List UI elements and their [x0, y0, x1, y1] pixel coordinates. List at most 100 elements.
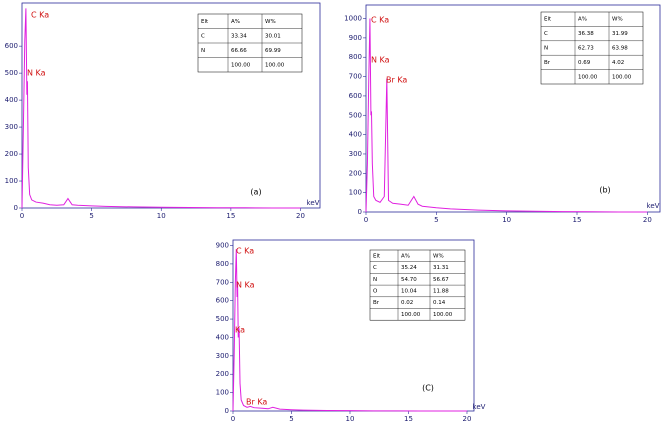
y-tick-label: 100 — [5, 177, 18, 185]
x-tick-label: 10 — [346, 415, 355, 422]
y-tick-label: 700 — [349, 73, 362, 81]
y-tick-label: 100 — [349, 189, 362, 197]
y-tick-label: 100 — [216, 389, 229, 397]
table-cell: 100.00 — [578, 74, 598, 80]
table-cell: 0.14 — [433, 300, 446, 306]
table-cell: 10.04 — [401, 288, 417, 294]
y-tick-label: 200 — [349, 169, 362, 177]
table-cell: O — [373, 288, 378, 294]
table-cell: 69.99 — [265, 48, 281, 54]
y-tick-label: 300 — [5, 123, 18, 131]
table-cell: A% — [231, 19, 240, 25]
y-tick-label: 700 — [216, 278, 229, 286]
y-tick-label: 300 — [349, 150, 362, 158]
table-cell: 11.88 — [433, 288, 449, 294]
y-tick-label: 200 — [5, 150, 18, 158]
y-tick-label: 0 — [358, 208, 362, 216]
table-cell: 63.98 — [612, 46, 628, 52]
x-axis-label: keV — [307, 199, 320, 207]
plot-frame — [21, 2, 321, 209]
table-cell: 0.02 — [401, 300, 413, 306]
table-cell: 54.70 — [401, 277, 417, 283]
table-cell: C — [373, 265, 377, 271]
y-tick-label: 200 — [216, 370, 229, 378]
table-cell: Elt — [544, 17, 552, 23]
table-cell: Br — [544, 60, 551, 66]
table-cell: N — [544, 46, 548, 52]
table-cell: 100.00 — [265, 62, 285, 68]
peak-label: C Ka — [236, 247, 254, 256]
table-cell: W% — [612, 17, 623, 23]
peak-label: C Ka — [31, 11, 49, 20]
x-tick-label: 5 — [289, 415, 293, 422]
table-cell: 62.73 — [578, 46, 594, 52]
x-tick-label: 15 — [404, 415, 413, 422]
y-tick-label: 600 — [349, 92, 362, 100]
table-cell: 66.66 — [231, 48, 247, 54]
peak-label: N Ka — [27, 69, 46, 78]
y-tick-label: 0 — [14, 204, 18, 212]
table-cell: N — [373, 277, 377, 283]
x-axis-label: keV — [647, 202, 660, 210]
y-tick-label: 500 — [216, 315, 229, 323]
panel-label: (b) — [599, 186, 610, 195]
x-tick-label: 10 — [157, 212, 166, 220]
y-tick-label: 0 — [225, 407, 229, 415]
peak-label: N Ka — [236, 281, 255, 290]
table-cell: Br — [373, 300, 380, 306]
y-tick-label: 400 — [216, 333, 229, 341]
x-tick-label: 5 — [89, 212, 93, 220]
table-cell: 35.24 — [401, 265, 417, 271]
x-tick-label: 15 — [226, 212, 235, 220]
table-cell: C — [201, 33, 205, 39]
y-tick-label: 900 — [349, 34, 362, 42]
panel-label: (a) — [250, 188, 261, 197]
table-cell: 56.67 — [433, 277, 449, 283]
spectrum-line — [232, 249, 467, 412]
y-tick-label: 800 — [349, 53, 362, 61]
peak-label: Ka — [235, 326, 245, 335]
peak-label: N Ka — [371, 56, 390, 65]
table-cell: Elt — [373, 253, 381, 259]
y-tick-label: 400 — [349, 131, 362, 139]
y-tick-label: 800 — [216, 260, 229, 268]
table-cell: 31.31 — [433, 265, 449, 271]
table-cell: W% — [433, 253, 444, 259]
x-axis-label: keV — [473, 403, 486, 411]
y-tick-label: 600 — [5, 42, 18, 50]
table-cell: 100.00 — [401, 312, 421, 318]
peak-label: Br Ka — [246, 398, 267, 407]
x-tick-label: 20 — [296, 212, 305, 220]
table-cell: 33.34 — [231, 33, 247, 39]
panel-label: (C) — [422, 384, 434, 393]
x-tick-label: 15 — [573, 216, 582, 224]
x-tick-label: 0 — [364, 216, 368, 224]
table-cell: N — [201, 48, 205, 54]
y-tick-label: 300 — [216, 352, 229, 360]
table-cell: 31.99 — [612, 31, 628, 37]
table-cell: A% — [401, 253, 410, 259]
table-cell: C — [544, 31, 548, 37]
table-cell: Elt — [201, 19, 209, 25]
table-cell: 100.00 — [433, 312, 453, 318]
x-tick-label: 20 — [643, 216, 652, 224]
table-cell: 0.69 — [578, 60, 591, 66]
y-tick-label: 400 — [5, 96, 18, 104]
table-cell: 4.02 — [612, 60, 624, 66]
peak-label: C Ka — [371, 16, 389, 25]
x-tick-label: 0 — [20, 212, 24, 220]
x-tick-label: 10 — [502, 216, 511, 224]
y-tick-label: 500 — [5, 69, 18, 77]
y-tick-label: 900 — [216, 242, 229, 250]
spectrum-line — [365, 18, 648, 213]
x-tick-label: 5 — [434, 216, 438, 224]
x-tick-label: 20 — [463, 415, 472, 422]
spectrum-line — [21, 8, 301, 209]
table-frame — [540, 11, 644, 85]
plot-frame — [365, 4, 661, 213]
y-tick-label: 1000 — [344, 15, 362, 23]
table-cell: 30.01 — [265, 33, 281, 39]
table-cell: W% — [265, 19, 276, 25]
